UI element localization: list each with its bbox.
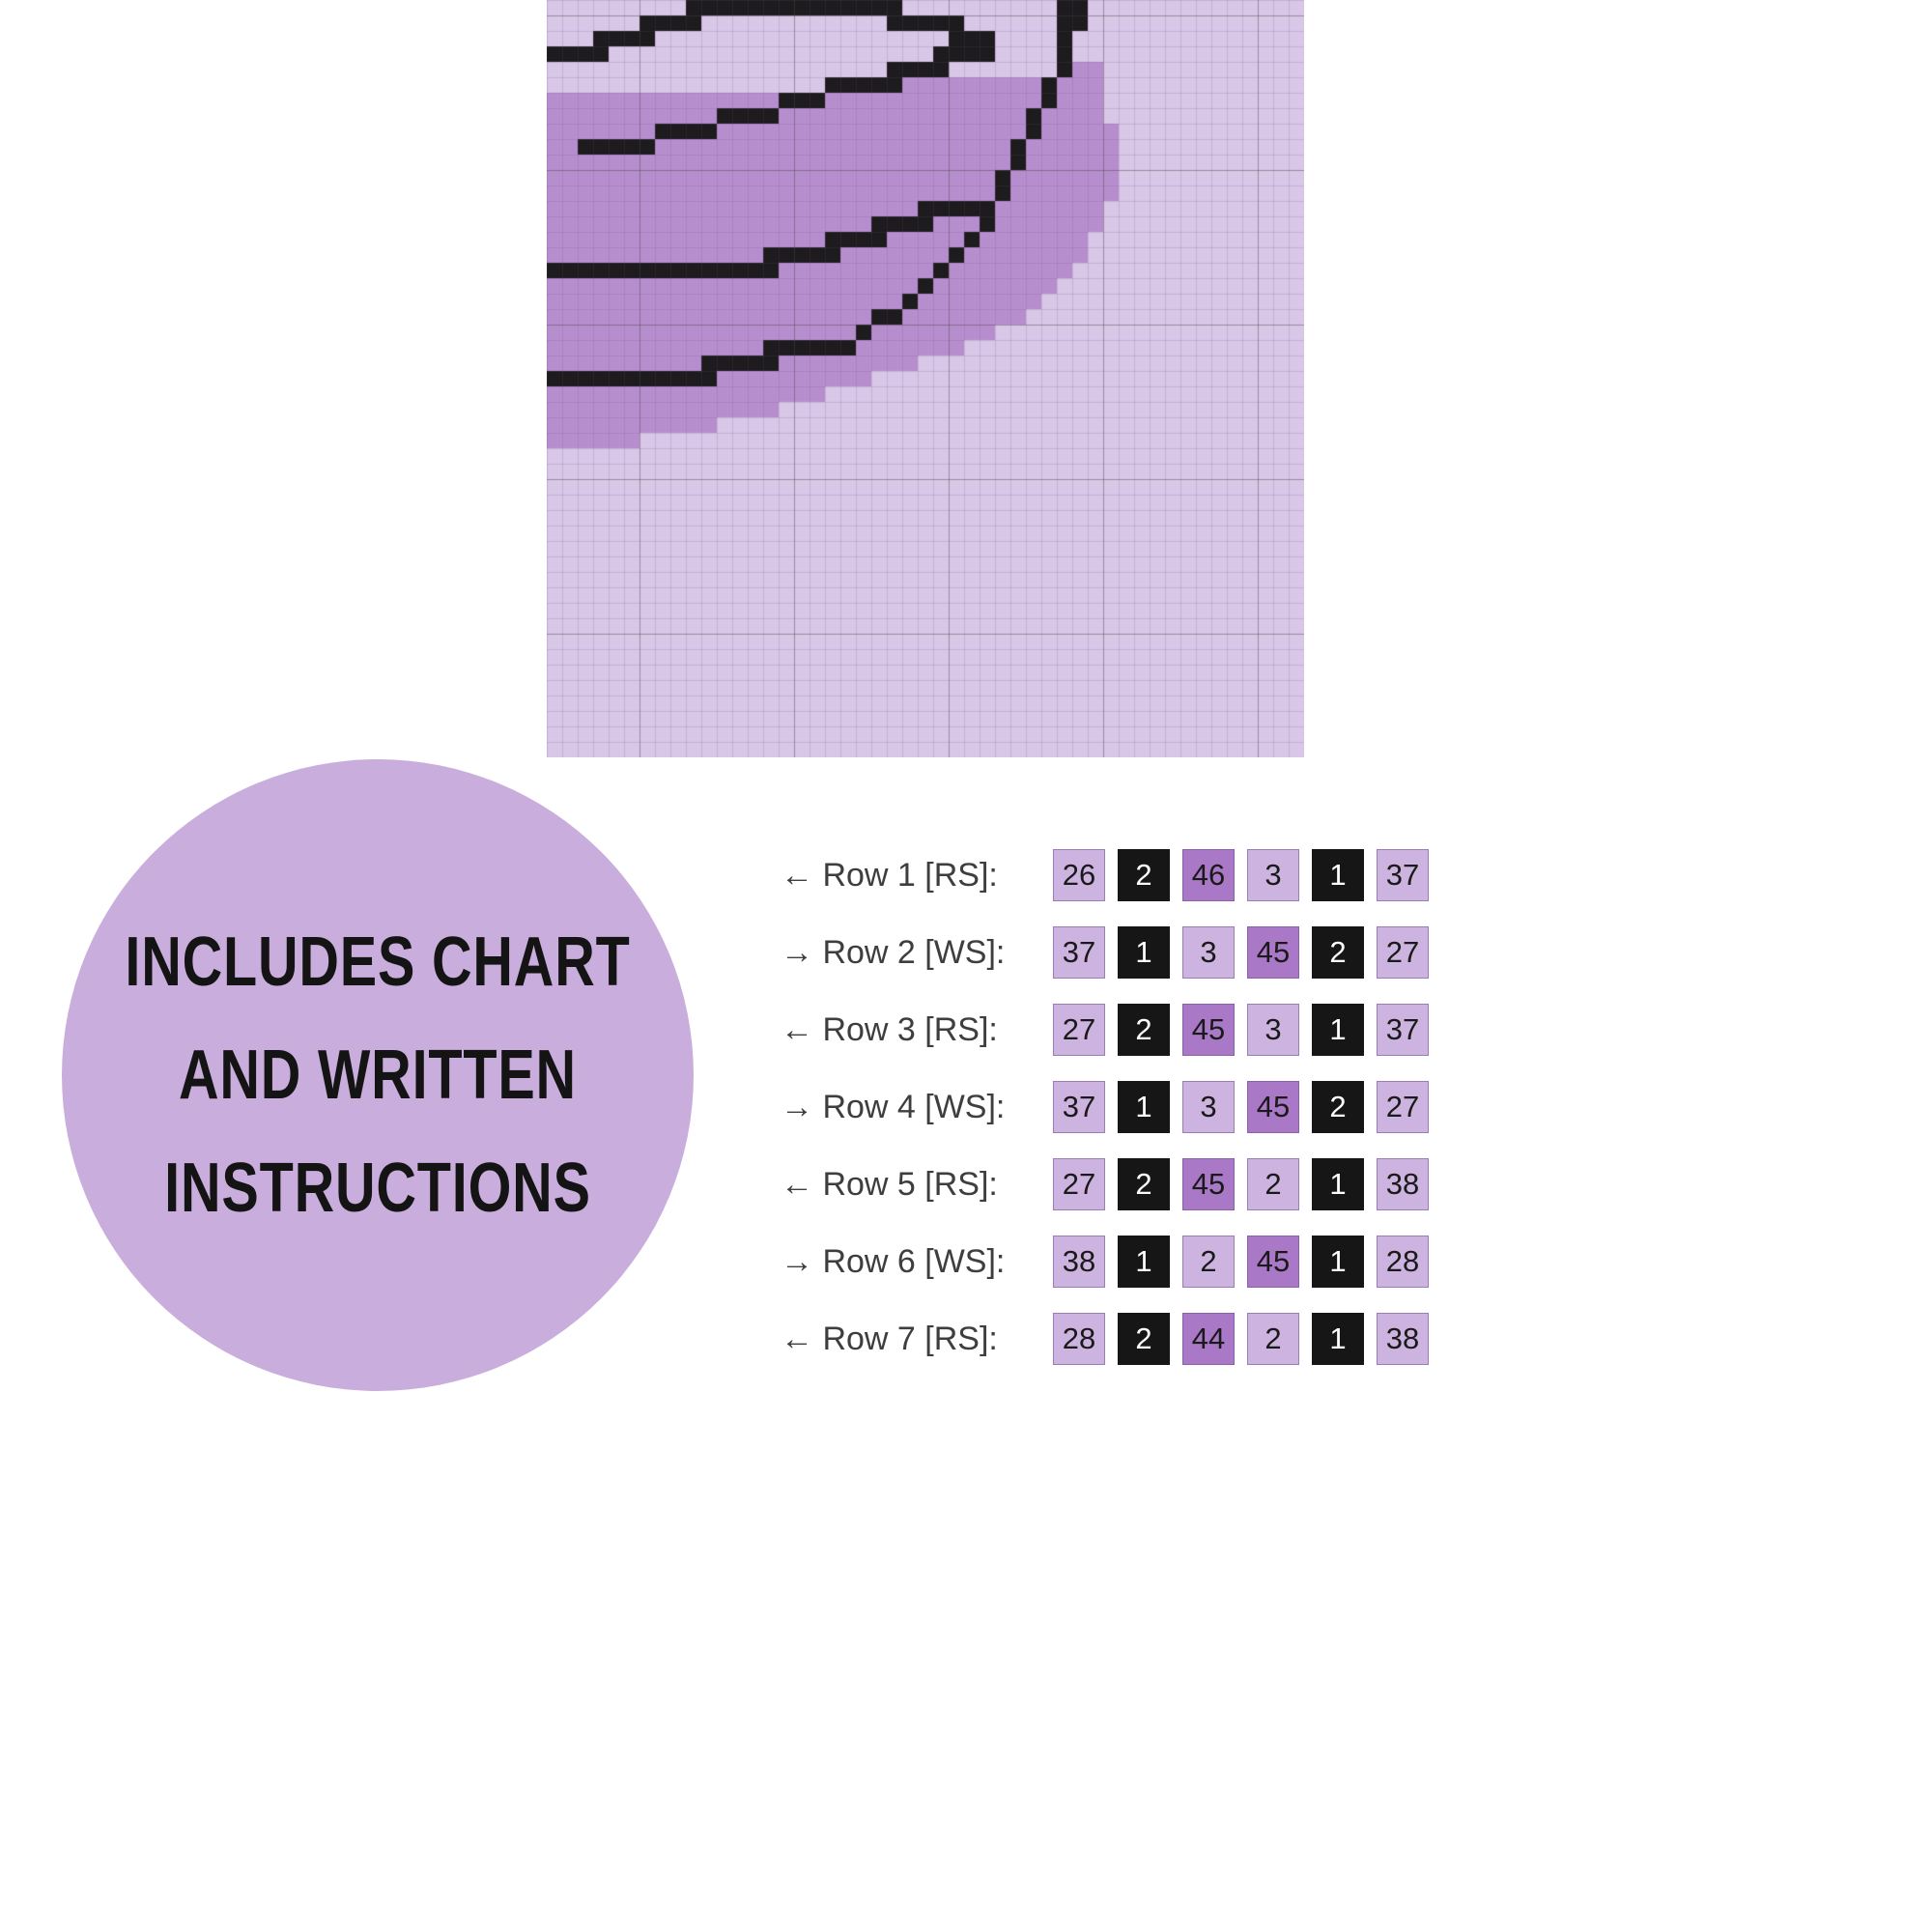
stitch-count-cell: 44: [1182, 1313, 1235, 1365]
instruction-row-cells: 37 1 3 45 2 27: [1053, 1081, 1429, 1133]
stitch-count-cell: 45: [1182, 1004, 1235, 1056]
instruction-row-cells: 26 2 46 3 1 37: [1053, 849, 1429, 901]
instruction-row: → Row 6 [WS]: 38 1 2 45 1 28: [781, 1223, 1429, 1300]
stitch-count-cell: 27: [1053, 1158, 1105, 1210]
stitch-count-cell: 37: [1377, 1004, 1429, 1056]
stitch-count-cell: 1: [1312, 1004, 1364, 1056]
instruction-row: ← Row 5 [RS]: 27 2 45 2 1 38: [781, 1146, 1429, 1223]
stitch-count-cell: 3: [1247, 1004, 1299, 1056]
stitch-count-cell: 1: [1118, 1081, 1170, 1133]
instruction-row: → Row 2 [WS]: 37 1 3 45 2 27: [781, 914, 1429, 991]
badge-line-1: INCLUDES CHART: [125, 923, 631, 1001]
includes-badge: INCLUDES CHART AND WRITTEN INSTRUCTIONS: [62, 759, 694, 1391]
stitch-count-cell: 2: [1247, 1313, 1299, 1365]
stitch-count-cell: 2: [1312, 1081, 1364, 1133]
instruction-row-cells: 27 2 45 2 1 38: [1053, 1158, 1429, 1210]
instruction-row-cells: 37 1 3 45 2 27: [1053, 926, 1429, 979]
badge-line-3: INSTRUCTIONS: [164, 1149, 591, 1227]
stitch-count-cell: 27: [1053, 1004, 1105, 1056]
stitch-count-cell: 1: [1312, 1158, 1364, 1210]
stitch-count-cell: 37: [1377, 849, 1429, 901]
instruction-row: → Row 4 [WS]: 37 1 3 45 2 27: [781, 1068, 1429, 1146]
stitch-count-cell: 2: [1118, 849, 1170, 901]
instruction-row-label: ← Row 1 [RS]:: [781, 856, 998, 894]
instruction-row-label: ← Row 5 [RS]:: [781, 1165, 998, 1203]
stitch-count-cell: 1: [1312, 1313, 1364, 1365]
stitch-count-cell: 37: [1053, 926, 1105, 979]
stitch-count-cell: 38: [1377, 1313, 1429, 1365]
stitch-count-cell: 27: [1377, 1081, 1429, 1133]
stitch-count-cell: 38: [1377, 1158, 1429, 1210]
stitch-count-cell: 28: [1053, 1313, 1105, 1365]
stitch-count-cell: 46: [1182, 849, 1235, 901]
stitch-count-cell: 1: [1312, 849, 1364, 901]
stitch-count-cell: 45: [1247, 1236, 1299, 1288]
stitch-count-cell: 28: [1377, 1236, 1429, 1288]
instruction-row-cells: 38 1 2 45 1 28: [1053, 1236, 1429, 1288]
stitch-count-cell: 1: [1118, 926, 1170, 979]
stitch-count-cell: 2: [1118, 1313, 1170, 1365]
stitch-count-cell: 3: [1182, 926, 1235, 979]
stitch-count-cell: 38: [1053, 1236, 1105, 1288]
instruction-row-label: → Row 6 [WS]:: [781, 1242, 1006, 1280]
instruction-row-label: ← Row 7 [RS]:: [781, 1320, 998, 1357]
instruction-row-cells: 28 2 44 2 1 38: [1053, 1313, 1429, 1365]
badge-line-2: AND WRITTEN: [179, 1036, 577, 1114]
stitch-count-cell: 1: [1312, 1236, 1364, 1288]
stitch-count-cell: 2: [1312, 926, 1364, 979]
instruction-row-label: ← Row 3 [RS]:: [781, 1010, 998, 1048]
stitch-count-cell: 45: [1247, 1081, 1299, 1133]
stitch-count-cell: 3: [1247, 849, 1299, 901]
stitch-count-cell: 26: [1053, 849, 1105, 901]
instruction-row-label: → Row 2 [WS]:: [781, 933, 1006, 971]
instruction-row: ← Row 1 [RS]: 26 2 46 3 1 37: [781, 837, 1429, 914]
stitch-count-cell: 2: [1118, 1158, 1170, 1210]
badge-text: INCLUDES CHART AND WRITTEN INSTRUCTIONS: [125, 906, 630, 1245]
stitch-count-cell: 3: [1182, 1081, 1235, 1133]
stitch-count-cell: 27: [1377, 926, 1429, 979]
stitch-count-cell: 1: [1118, 1236, 1170, 1288]
instruction-row: ← Row 3 [RS]: 27 2 45 3 1 37: [781, 991, 1429, 1068]
stitch-count-cell: 2: [1182, 1236, 1235, 1288]
stitch-count-cell: 45: [1247, 926, 1299, 979]
stitch-chart-canvas: [547, 0, 1304, 757]
stitch-count-cell: 45: [1182, 1158, 1235, 1210]
stitch-count-cell: 37: [1053, 1081, 1105, 1133]
instruction-row-label: → Row 4 [WS]:: [781, 1088, 1006, 1125]
instruction-row: ← Row 7 [RS]: 28 2 44 2 1 38: [781, 1300, 1429, 1378]
stitch-chart: [547, 0, 1304, 757]
stitch-count-cell: 2: [1247, 1158, 1299, 1210]
written-instructions: ← Row 1 [RS]: 26 2 46 3 1 37 → Row 2 [WS]: 37 1 3 4…: [781, 837, 1429, 1378]
stitch-count-cell: 2: [1118, 1004, 1170, 1056]
instruction-row-cells: 27 2 45 3 1 37: [1053, 1004, 1429, 1056]
